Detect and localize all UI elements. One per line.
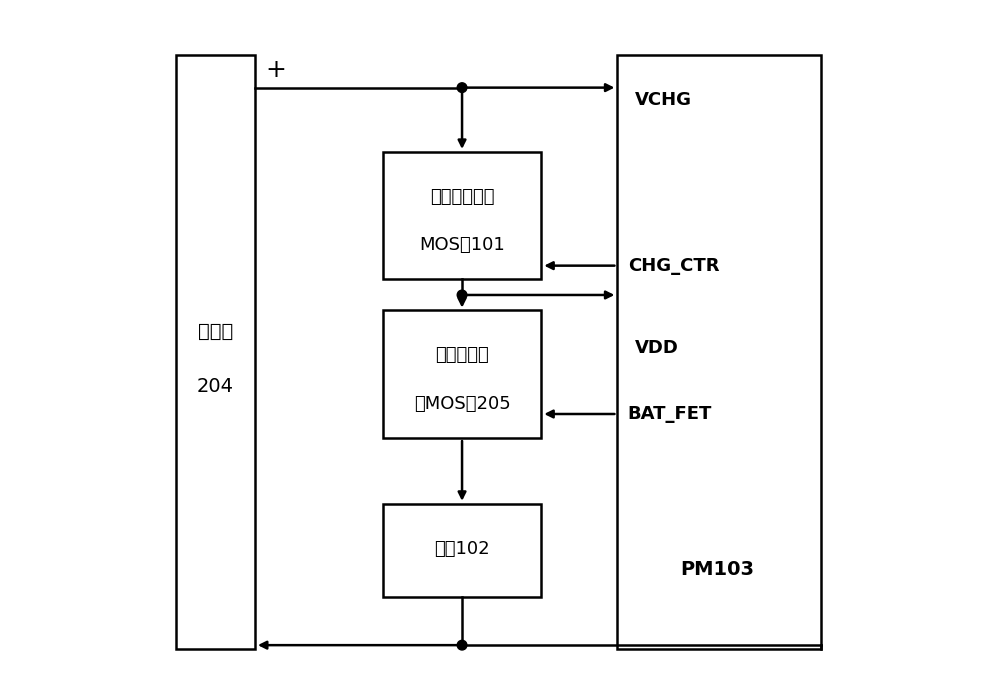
- Text: +: +: [265, 59, 286, 82]
- Text: MOS管101: MOS管101: [419, 236, 505, 254]
- Text: 或MOS管205: 或MOS管205: [414, 395, 510, 413]
- Text: 电池三极管: 电池三极管: [435, 346, 489, 364]
- Text: PM103: PM103: [680, 560, 754, 579]
- Bar: [383, 152, 541, 279]
- Circle shape: [457, 640, 467, 650]
- Text: 电池102: 电池102: [434, 540, 490, 558]
- Text: VCHG: VCHG: [635, 91, 692, 109]
- Bar: [383, 504, 541, 597]
- Text: 充电器: 充电器: [198, 322, 233, 341]
- Text: 充电三极管或: 充电三极管或: [430, 188, 494, 206]
- Circle shape: [457, 83, 467, 92]
- Circle shape: [457, 290, 467, 299]
- Bar: [176, 55, 255, 649]
- Text: 204: 204: [197, 377, 234, 396]
- Text: VDD: VDD: [635, 339, 678, 357]
- Text: CHG_CTR: CHG_CTR: [628, 257, 719, 275]
- Bar: [383, 310, 541, 438]
- Text: BAT_FET: BAT_FET: [628, 405, 712, 423]
- Bar: [617, 55, 821, 649]
